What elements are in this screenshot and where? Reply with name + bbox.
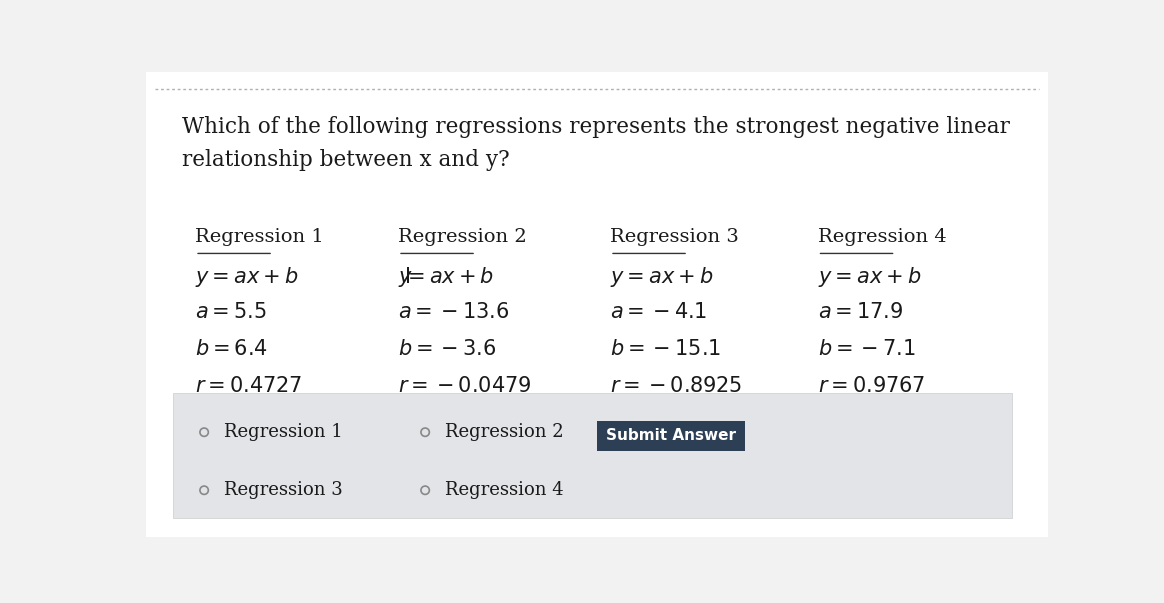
Text: $b = 6.4$: $b = 6.4$ <box>196 339 268 359</box>
Text: Which of the following regressions represents the strongest negative linear: Which of the following regressions repre… <box>182 116 1009 139</box>
Text: Regression 4: Regression 4 <box>817 228 946 246</box>
Text: $y\!\!\mathsf{I}\!\!= ax+b$: $y\!\!\mathsf{I}\!\!= ax+b$ <box>398 265 495 289</box>
Text: $a = 5.5$: $a = 5.5$ <box>196 302 267 322</box>
Text: $y = ax+b$: $y = ax+b$ <box>196 265 299 289</box>
Text: $r = -0.8925$: $r = -0.8925$ <box>610 376 743 397</box>
FancyBboxPatch shape <box>146 72 1048 537</box>
Text: Submit Answer: Submit Answer <box>606 428 736 443</box>
Text: $r = -0.0479$: $r = -0.0479$ <box>398 376 532 397</box>
Text: $r = 0.4727$: $r = 0.4727$ <box>196 376 303 397</box>
Text: $b = -15.1$: $b = -15.1$ <box>610 339 722 359</box>
Text: Regression 1: Regression 1 <box>223 423 342 441</box>
Text: Regression 3: Regression 3 <box>610 228 739 246</box>
Text: Regression 2: Regression 2 <box>398 228 527 246</box>
Text: Regression 4: Regression 4 <box>445 481 563 499</box>
Text: $y = ax+b$: $y = ax+b$ <box>817 265 921 289</box>
Text: Regression 1: Regression 1 <box>196 228 324 246</box>
Text: $y = ax+b$: $y = ax+b$ <box>610 265 714 289</box>
FancyBboxPatch shape <box>597 421 745 451</box>
Text: $b = -7.1$: $b = -7.1$ <box>817 339 915 359</box>
Text: Regression 2: Regression 2 <box>445 423 563 441</box>
Text: $r = 0.9767$: $r = 0.9767$ <box>817 376 925 397</box>
Text: $a = 17.9$: $a = 17.9$ <box>817 302 903 322</box>
FancyBboxPatch shape <box>172 393 1012 518</box>
Text: $a = -4.1$: $a = -4.1$ <box>610 302 708 322</box>
Text: $b = -3.6$: $b = -3.6$ <box>398 339 497 359</box>
Text: Regression 3: Regression 3 <box>223 481 342 499</box>
Text: $a = -13.6$: $a = -13.6$ <box>398 302 510 322</box>
Text: relationship between x and y?: relationship between x and y? <box>182 149 509 171</box>
